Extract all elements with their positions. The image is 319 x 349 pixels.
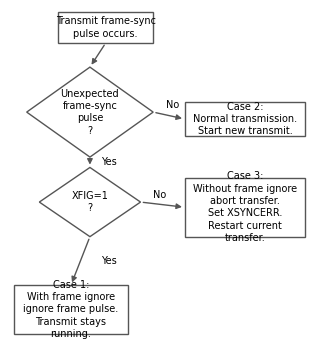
FancyBboxPatch shape xyxy=(58,12,153,43)
Text: Yes: Yes xyxy=(101,256,117,266)
Text: Case 2:
Normal transmission.
Start new transmit.: Case 2: Normal transmission. Start new t… xyxy=(193,102,297,136)
Text: Case 3:
Without frame ignore
abort transfer.
Set XSYNCERR.
Restart current
trans: Case 3: Without frame ignore abort trans… xyxy=(193,171,297,243)
FancyBboxPatch shape xyxy=(185,178,305,237)
Polygon shape xyxy=(27,67,153,157)
Text: XFIG=1
?: XFIG=1 ? xyxy=(71,191,108,213)
Text: Case 1:
With frame ignore
ignore frame pulse.
Transmit stays
running.: Case 1: With frame ignore ignore frame p… xyxy=(23,280,119,339)
Text: Unexpected
frame-sync
pulse
?: Unexpected frame-sync pulse ? xyxy=(61,89,119,136)
Text: Transmit frame-sync
pulse occurs.: Transmit frame-sync pulse occurs. xyxy=(56,16,156,38)
Text: No: No xyxy=(166,100,179,110)
FancyBboxPatch shape xyxy=(14,285,128,334)
Text: No: No xyxy=(153,190,166,200)
Text: Yes: Yes xyxy=(101,157,117,167)
FancyBboxPatch shape xyxy=(185,102,305,136)
Polygon shape xyxy=(39,168,141,237)
